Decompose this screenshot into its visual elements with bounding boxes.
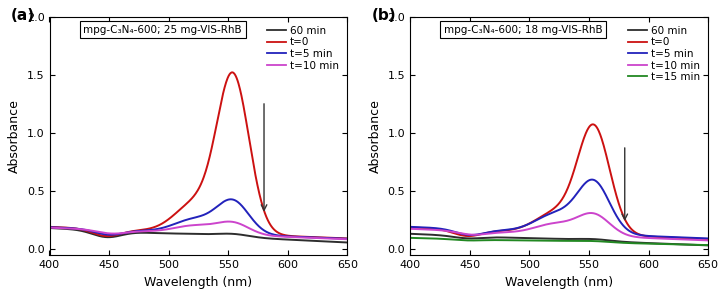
t=10 min: [224, 220, 233, 223]
60 min: [45, 226, 54, 230]
t=10 min: [459, 232, 467, 236]
t=10 min: [180, 225, 189, 228]
t=15 min: [605, 240, 614, 244]
t=15 min: [406, 236, 414, 240]
t=15 min: [459, 238, 467, 242]
t=10 min: [631, 235, 640, 238]
t=0: [406, 226, 414, 229]
t=5 min: [180, 219, 189, 222]
X-axis label: Wavelength (nm): Wavelength (nm): [505, 276, 614, 289]
t=5 min: [606, 201, 614, 205]
t=5 min: [98, 232, 107, 236]
t=5 min: [270, 233, 278, 236]
t=0: [704, 237, 712, 241]
60 min: [459, 236, 467, 240]
60 min: [483, 236, 491, 239]
Line: t=0: t=0: [49, 72, 348, 238]
t=10 min: [406, 227, 414, 230]
60 min: [244, 234, 253, 238]
t=10 min: [582, 212, 590, 216]
t=10 min: [587, 211, 595, 215]
t=0: [343, 237, 352, 240]
t=10 min: [121, 231, 130, 234]
t=0: [631, 230, 640, 234]
60 min: [541, 237, 550, 240]
60 min: [221, 232, 230, 236]
t=5 min: [587, 178, 596, 181]
t=10 min: [45, 226, 54, 229]
Line: t=5 min: t=5 min: [410, 180, 708, 238]
Text: mpg-C₃N₄-600; 18 mg-VIS-RhB: mpg-C₃N₄-600; 18 mg-VIS-RhB: [444, 25, 603, 35]
t=5 min: [121, 231, 130, 234]
Line: t=10 min: t=10 min: [410, 213, 708, 240]
t=5 min: [226, 198, 235, 201]
Line: t=0: t=0: [410, 124, 708, 239]
t=10 min: [244, 226, 253, 230]
Text: (b): (b): [371, 8, 396, 23]
t=5 min: [221, 199, 230, 203]
Line: t=5 min: t=5 min: [49, 199, 348, 239]
t=0: [582, 132, 590, 135]
t=5 min: [704, 237, 712, 240]
60 min: [343, 241, 352, 244]
t=10 min: [606, 222, 614, 225]
t=5 min: [483, 231, 491, 234]
t=5 min: [459, 232, 467, 236]
t=15 min: [541, 239, 550, 242]
t=15 min: [582, 239, 590, 243]
t=10 min: [541, 223, 550, 227]
t=5 min: [631, 232, 640, 236]
Text: mpg-C₃N₄-600; 25 mg-VIS-RhB: mpg-C₃N₄-600; 25 mg-VIS-RhB: [84, 25, 242, 35]
Line: t=10 min: t=10 min: [49, 222, 348, 239]
t=5 min: [244, 213, 253, 217]
Legend: 60 min, t=0, t=5 min, t=10 min: 60 min, t=0, t=5 min, t=10 min: [264, 23, 342, 74]
t=5 min: [343, 237, 352, 241]
60 min: [98, 235, 107, 238]
t=10 min: [343, 238, 352, 241]
t=15 min: [483, 238, 491, 242]
X-axis label: Wavelength (nm): Wavelength (nm): [145, 276, 252, 289]
Text: (a): (a): [11, 8, 35, 23]
t=0: [244, 136, 253, 140]
Y-axis label: Absorbance: Absorbance: [8, 99, 21, 173]
t=5 min: [45, 225, 54, 229]
t=5 min: [582, 181, 590, 184]
t=5 min: [541, 214, 550, 218]
t=10 min: [704, 238, 712, 242]
Y-axis label: Absorbance: Absorbance: [369, 99, 382, 173]
t=5 min: [406, 225, 414, 229]
60 min: [630, 241, 639, 244]
t=0: [221, 84, 230, 88]
t=10 min: [221, 220, 230, 224]
60 min: [180, 232, 189, 236]
60 min: [582, 237, 590, 241]
t=15 min: [704, 243, 712, 247]
t=0: [270, 228, 278, 232]
t=0: [459, 234, 467, 237]
t=0: [180, 204, 189, 208]
t=0: [98, 234, 107, 237]
t=0: [228, 71, 236, 74]
t=0: [483, 231, 491, 235]
60 min: [270, 237, 278, 241]
t=10 min: [270, 234, 278, 238]
t=0: [45, 225, 54, 229]
t=0: [121, 231, 130, 234]
60 min: [121, 233, 130, 236]
Line: t=15 min: t=15 min: [410, 238, 708, 245]
60 min: [704, 244, 712, 247]
t=15 min: [630, 241, 639, 245]
t=10 min: [98, 231, 107, 234]
Line: 60 min: 60 min: [410, 234, 708, 245]
t=0: [606, 168, 614, 171]
60 min: [406, 232, 414, 236]
Legend: 60 min, t=0, t=5 min, t=10 min, t=15 min: 60 min, t=0, t=5 min, t=10 min, t=15 min: [624, 23, 703, 85]
t=0: [541, 213, 550, 216]
t=0: [588, 123, 597, 126]
t=10 min: [483, 232, 491, 236]
60 min: [605, 239, 614, 242]
Line: 60 min: 60 min: [49, 228, 348, 242]
